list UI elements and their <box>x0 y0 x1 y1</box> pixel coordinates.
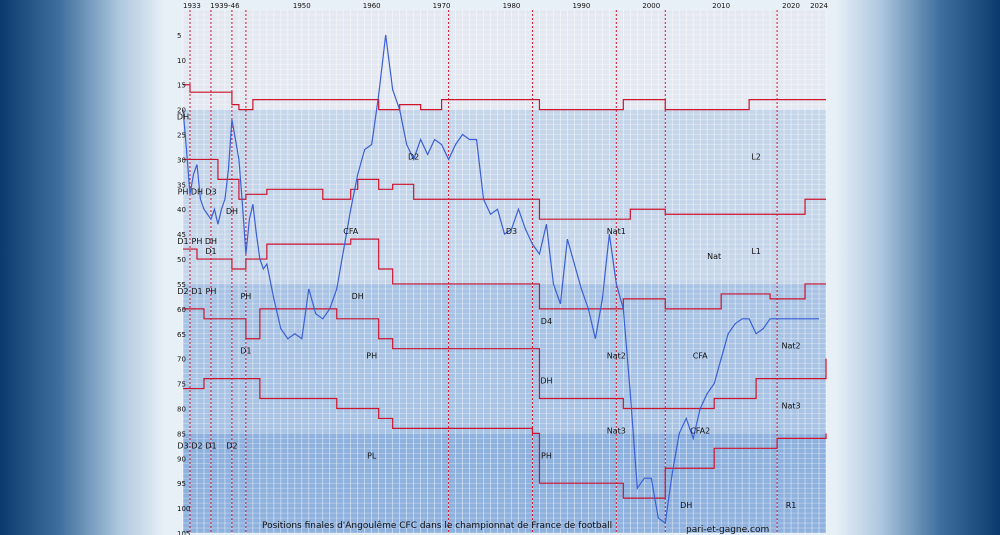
level-label: CFA <box>343 227 358 236</box>
level-label: R1 <box>786 501 797 510</box>
level-label: L1 <box>751 247 761 256</box>
level-label: CFA2 <box>690 426 710 435</box>
x-tick-label: 1950 <box>293 2 311 10</box>
level-label: PH <box>240 292 251 301</box>
level-label: Nat2 <box>607 352 626 361</box>
chart-title: Positions finales d'Angoulême CFC dans l… <box>262 520 612 531</box>
y-tick-label: 100 <box>177 505 190 513</box>
x-tick-label: 1933 <box>183 2 201 10</box>
y-tick-label: 50 <box>177 256 186 264</box>
level-label: D2 <box>408 152 419 161</box>
level-label: DH <box>205 237 217 246</box>
level-label: PL <box>367 451 377 460</box>
level-label: D2 <box>177 287 188 296</box>
level-label: D4 <box>541 317 552 326</box>
y-tick-label: 80 <box>177 405 186 413</box>
y-tick-label: 65 <box>177 331 186 339</box>
y-tick-label: 30 <box>177 156 186 164</box>
level-label: CFA <box>693 352 708 361</box>
level-label: DH <box>191 187 203 196</box>
x-tick-label: 2024 <box>810 2 828 10</box>
credit-text: pari-et-gagne.com <box>686 525 769 535</box>
x-tick-label: 1970 <box>433 2 451 10</box>
level-label: DH <box>226 207 238 216</box>
y-tick-label: 95 <box>177 480 186 488</box>
y-tick-label: 75 <box>177 381 186 389</box>
level-label: Nat3 <box>781 401 800 410</box>
x-tick-label: 2020 <box>782 2 800 10</box>
x-tick-label: 1960 <box>363 2 381 10</box>
league-boundary <box>183 158 826 220</box>
y-tick-label: 10 <box>177 57 186 65</box>
y-tick-label: 15 <box>177 82 186 90</box>
y-tick-label: 35 <box>177 181 186 189</box>
level-label: Nat1 <box>607 227 626 236</box>
x-tick-label: 1990 <box>572 2 590 10</box>
position-line <box>182 34 820 525</box>
level-label: PH <box>206 287 217 296</box>
y-tick-label: 70 <box>177 356 186 364</box>
level-label: Nat <box>707 252 721 261</box>
level-label: D2 <box>191 441 202 450</box>
y-tick-label: 90 <box>177 455 186 463</box>
y-tick-label: 20 <box>177 107 186 115</box>
level-label: PH <box>541 451 552 460</box>
league-boundary <box>183 377 827 499</box>
level-label: D1 <box>205 441 216 450</box>
y-tick-label: 45 <box>177 231 186 239</box>
x-tick-label: 2010 <box>712 2 730 10</box>
level-label: DH <box>352 292 364 301</box>
level-label: D1 <box>240 347 251 356</box>
level-label: D2 <box>226 441 237 450</box>
level-label: DH <box>680 501 692 510</box>
y-tick-label: 5 <box>177 32 181 40</box>
league-boundary <box>183 84 826 111</box>
level-label: D1 <box>205 247 216 256</box>
x-tick-label: 1980 <box>503 2 521 10</box>
y-tick-label: 60 <box>177 306 186 314</box>
level-label: D3 <box>205 187 216 196</box>
level-label: D3 <box>177 441 188 450</box>
y-tick-label: 105 <box>177 530 190 535</box>
y-tick-label: 55 <box>177 281 186 289</box>
level-label: PH <box>192 237 203 246</box>
y-tick-label: 85 <box>177 430 186 438</box>
level-label: DH <box>540 377 552 386</box>
level-label: DH <box>177 113 189 122</box>
y-tick-label: 40 <box>177 206 186 214</box>
level-label: PH <box>178 187 189 196</box>
league-boundary <box>183 238 826 310</box>
level-label: D1 <box>191 287 202 296</box>
level-label: Nat3 <box>607 426 626 435</box>
level-label: D1 <box>177 237 188 246</box>
level-label: L2 <box>751 152 761 161</box>
x-tick-label: 2000 <box>642 2 660 10</box>
level-label: Nat2 <box>781 342 800 351</box>
y-tick-label: 25 <box>177 132 186 140</box>
level-label: D3 <box>506 227 517 236</box>
x-tick-label: 1939-46 <box>210 2 240 10</box>
level-label: PH <box>366 352 377 361</box>
